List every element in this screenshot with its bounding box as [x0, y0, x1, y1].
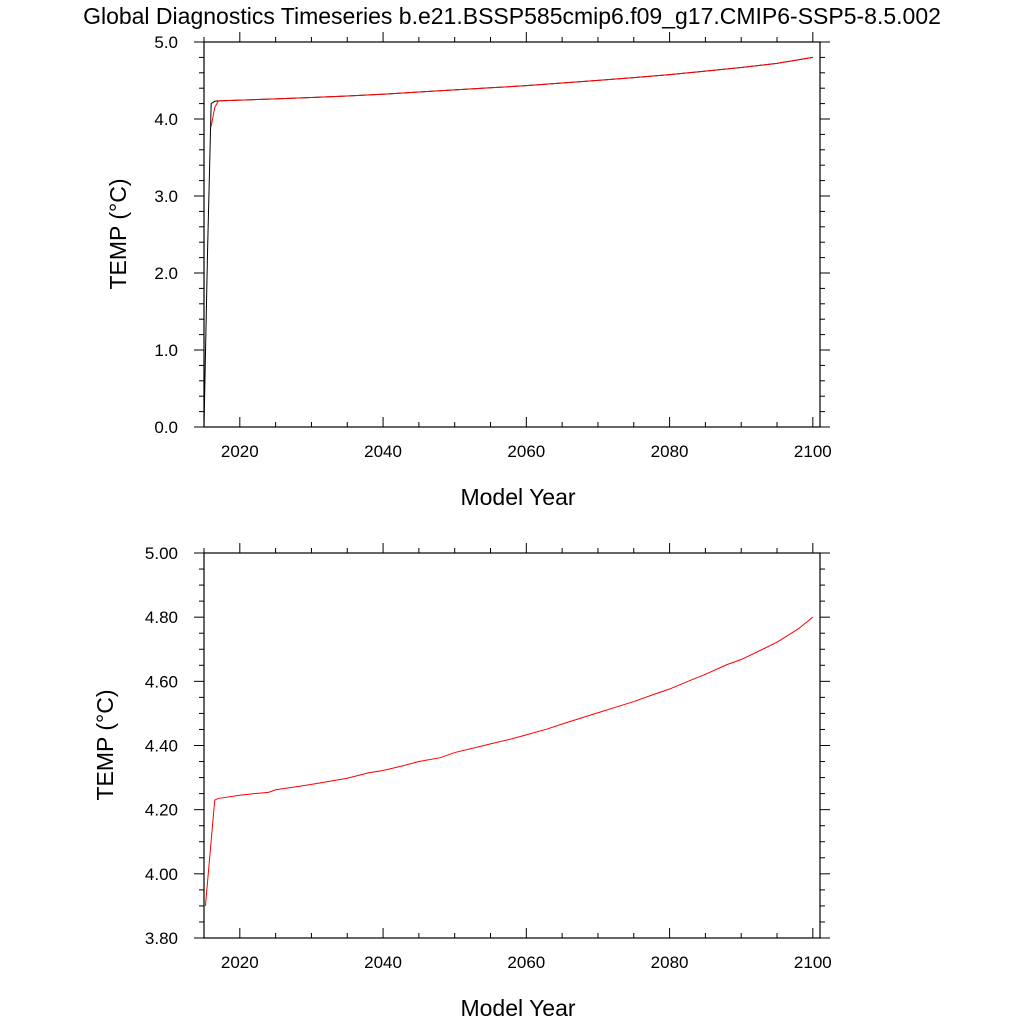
y-tick-label: 5.00 [145, 544, 178, 563]
plot-frame [203, 552, 821, 939]
x-tick-label: 2060 [507, 953, 545, 972]
y-tick-label: 4.00 [145, 865, 178, 884]
x-tick-label: 2080 [651, 953, 689, 972]
y-axis-label: TEMP (°C) [105, 179, 131, 290]
y-axis-label: TEMP (°C) [92, 690, 118, 801]
y-tick-label: 4.40 [145, 737, 178, 756]
y-tick-label: 5.0 [154, 33, 178, 52]
x-axis-label: Model Year [460, 484, 575, 510]
series-line-1 [210, 56, 813, 127]
y-tick-label: 4.20 [145, 801, 178, 820]
bottom-chart: 2020 2040 2060 2080 2100 3.80 4.00 4.20 4.40 4.60… [92, 543, 832, 1021]
y-tick-label: 1.0 [154, 341, 178, 360]
x-tick-label: 2040 [364, 442, 402, 461]
y-tick-label: 2.0 [154, 264, 178, 283]
y-tick-label: 4.60 [145, 672, 178, 691]
x-tick-label: 2100 [794, 442, 832, 461]
plot-frame [203, 41, 821, 428]
x-axis-label: Model Year [460, 995, 575, 1021]
x-tick-label: 2020 [221, 442, 259, 461]
x-tick-label: 2060 [507, 442, 545, 461]
y-tick-label: 3.80 [145, 929, 178, 948]
x-tick-label: 2020 [221, 953, 259, 972]
x-tick-label: 2100 [794, 953, 832, 972]
page-title: Global Diagnostics Timeseries b.e21.BSSP… [83, 3, 941, 29]
y-tick-label: 4.0 [154, 110, 178, 129]
x-tick-label: 2040 [364, 953, 402, 972]
y-tick-label: 3.0 [154, 187, 178, 206]
y-tick-label: 4.80 [145, 608, 178, 627]
series-line-0 [204, 616, 814, 906]
series-line-0 [203, 56, 813, 428]
y-tick-label: 0.0 [154, 418, 178, 437]
x-tick-label: 2080 [651, 442, 689, 461]
top-chart: 2020 2040 2060 2080 2100 0.0 1.0 2.0 3.0 4.0 5.0 Mo… [105, 32, 832, 510]
